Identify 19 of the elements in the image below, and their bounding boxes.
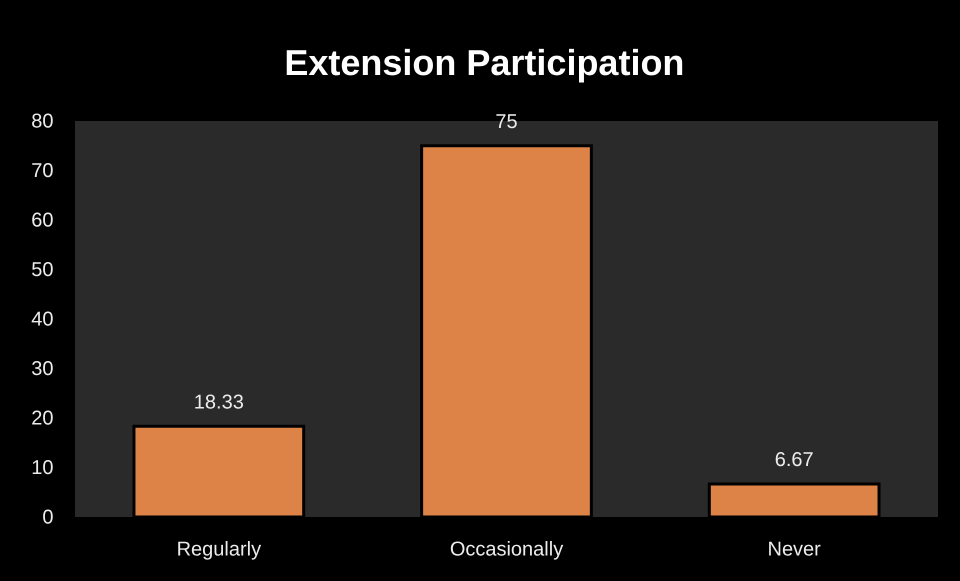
- y-tick-label: 10: [31, 457, 54, 479]
- y-tick-label: 30: [31, 358, 54, 380]
- x-tick-label: Never: [767, 538, 822, 560]
- y-tick-label: 0: [42, 506, 54, 528]
- y-tick-label: 70: [31, 160, 54, 182]
- y-tick-label: 80: [31, 110, 54, 132]
- chart-title: Extension Participation: [284, 42, 684, 83]
- data-label: 18.33: [194, 391, 244, 414]
- bar: [132, 424, 306, 518]
- y-tick-label: 20: [31, 408, 54, 430]
- bar: [708, 482, 881, 518]
- y-tick-label: 40: [31, 308, 54, 330]
- y-tick-label: 60: [31, 210, 54, 232]
- data-label: 6.67: [774, 448, 814, 471]
- y-tick-label: 50: [31, 259, 54, 281]
- data-label: 75: [495, 110, 518, 133]
- bar: [420, 144, 593, 518]
- x-tick-label: Regularly: [176, 538, 262, 560]
- x-tick-label: Occasionally: [450, 538, 564, 560]
